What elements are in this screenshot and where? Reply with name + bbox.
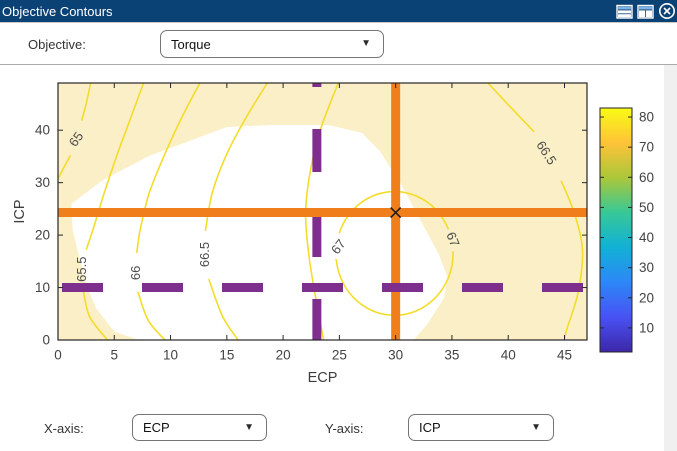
right-gutter	[664, 65, 677, 451]
y-axis-dropdown-value: ICP	[419, 420, 441, 435]
layout-split-vertical-icon	[637, 4, 654, 19]
titlebar-underline	[0, 22, 677, 23]
contour-line-66	[135, 82, 201, 254]
contour-line-65	[80, 82, 92, 121]
layout-split-horizontal-icon	[616, 4, 633, 19]
contour-label: 65.5	[74, 257, 89, 282]
colorbar-tick-label: 70	[639, 140, 654, 155]
contour-label: 67	[441, 226, 465, 253]
svg-text:30: 30	[388, 348, 403, 363]
toolbar-separator	[0, 64, 677, 65]
objective-dropdown-value: Torque	[171, 36, 211, 52]
axes-frame	[57, 82, 588, 341]
svg-text:20: 20	[276, 348, 291, 363]
svg-text:40: 40	[501, 348, 516, 363]
svg-text:20: 20	[35, 228, 50, 243]
svg-text:10: 10	[35, 280, 50, 295]
objective-dropdown[interactable]: Torque ▼	[160, 30, 384, 58]
svg-text:15: 15	[219, 348, 234, 363]
colorbar-tick-label: 50	[639, 200, 654, 215]
y-axis-label: Y-axis:	[325, 421, 364, 436]
colorbar-tick-label: 80	[639, 110, 654, 125]
svg-text:67: 67	[443, 230, 462, 249]
svg-text:5: 5	[111, 348, 119, 363]
layout-split-vertical-button[interactable]	[637, 3, 654, 20]
optimum-marker	[390, 207, 402, 219]
x-axis-label: X-axis:	[44, 421, 84, 436]
contour-line-65.5	[85, 82, 145, 251]
x-axis-title: ECP	[308, 370, 338, 386]
contour-line-66.5	[204, 82, 269, 232]
contour-label: 67	[325, 233, 352, 261]
colorbar-tick-label: 60	[639, 170, 654, 185]
svg-text:35: 35	[444, 348, 459, 363]
colorbar-tick-label: 30	[639, 260, 654, 275]
svg-text:40: 40	[35, 123, 50, 138]
contour-label: 66.5	[197, 242, 212, 267]
svg-text:30: 30	[35, 175, 50, 190]
colorbar	[600, 108, 632, 352]
svg-text:66.5: 66.5	[197, 242, 212, 267]
x-axis-dropdown-value: ECP	[143, 420, 170, 435]
y-axis-dropdown[interactable]: ICP ▼	[408, 414, 554, 441]
objective-label: Objective:	[28, 37, 86, 52]
close-button[interactable]	[658, 2, 676, 20]
layout-split-horizontal-button[interactable]	[616, 3, 633, 20]
chevron-down-icon: ▼	[244, 421, 254, 433]
contour-label: 65	[66, 129, 87, 149]
close-icon	[659, 3, 675, 19]
svg-text:65: 65	[66, 129, 87, 149]
contour-line-66	[137, 291, 166, 341]
contour-line-66.5	[487, 82, 535, 133]
window-titlebar: Objective Contours	[0, 0, 677, 22]
svg-text:0: 0	[42, 333, 50, 348]
svg-text:66: 66	[128, 266, 143, 280]
x-axis-dropdown[interactable]: ECP ▼	[132, 414, 267, 441]
svg-text:65.5: 65.5	[74, 257, 89, 282]
colorbar-tick-label: 10	[639, 320, 654, 335]
chevron-down-icon: ▼	[361, 38, 371, 49]
contour-label: 66	[128, 266, 143, 280]
chevron-down-icon: ▼	[531, 421, 541, 433]
contour-line-65.5	[81, 287, 109, 341]
colorbar-tick-label: 40	[639, 230, 654, 245]
svg-text:25: 25	[332, 348, 347, 363]
svg-text:0: 0	[54, 348, 62, 363]
svg-text:10: 10	[163, 348, 178, 363]
y-axis-title: ICP	[12, 199, 28, 223]
contour-line-66.5	[208, 278, 239, 341]
colorbar-tick-label: 20	[639, 290, 654, 305]
contour-line-65	[57, 155, 72, 179]
window-title: Objective Contours	[2, 3, 113, 19]
svg-text:45: 45	[557, 348, 572, 363]
